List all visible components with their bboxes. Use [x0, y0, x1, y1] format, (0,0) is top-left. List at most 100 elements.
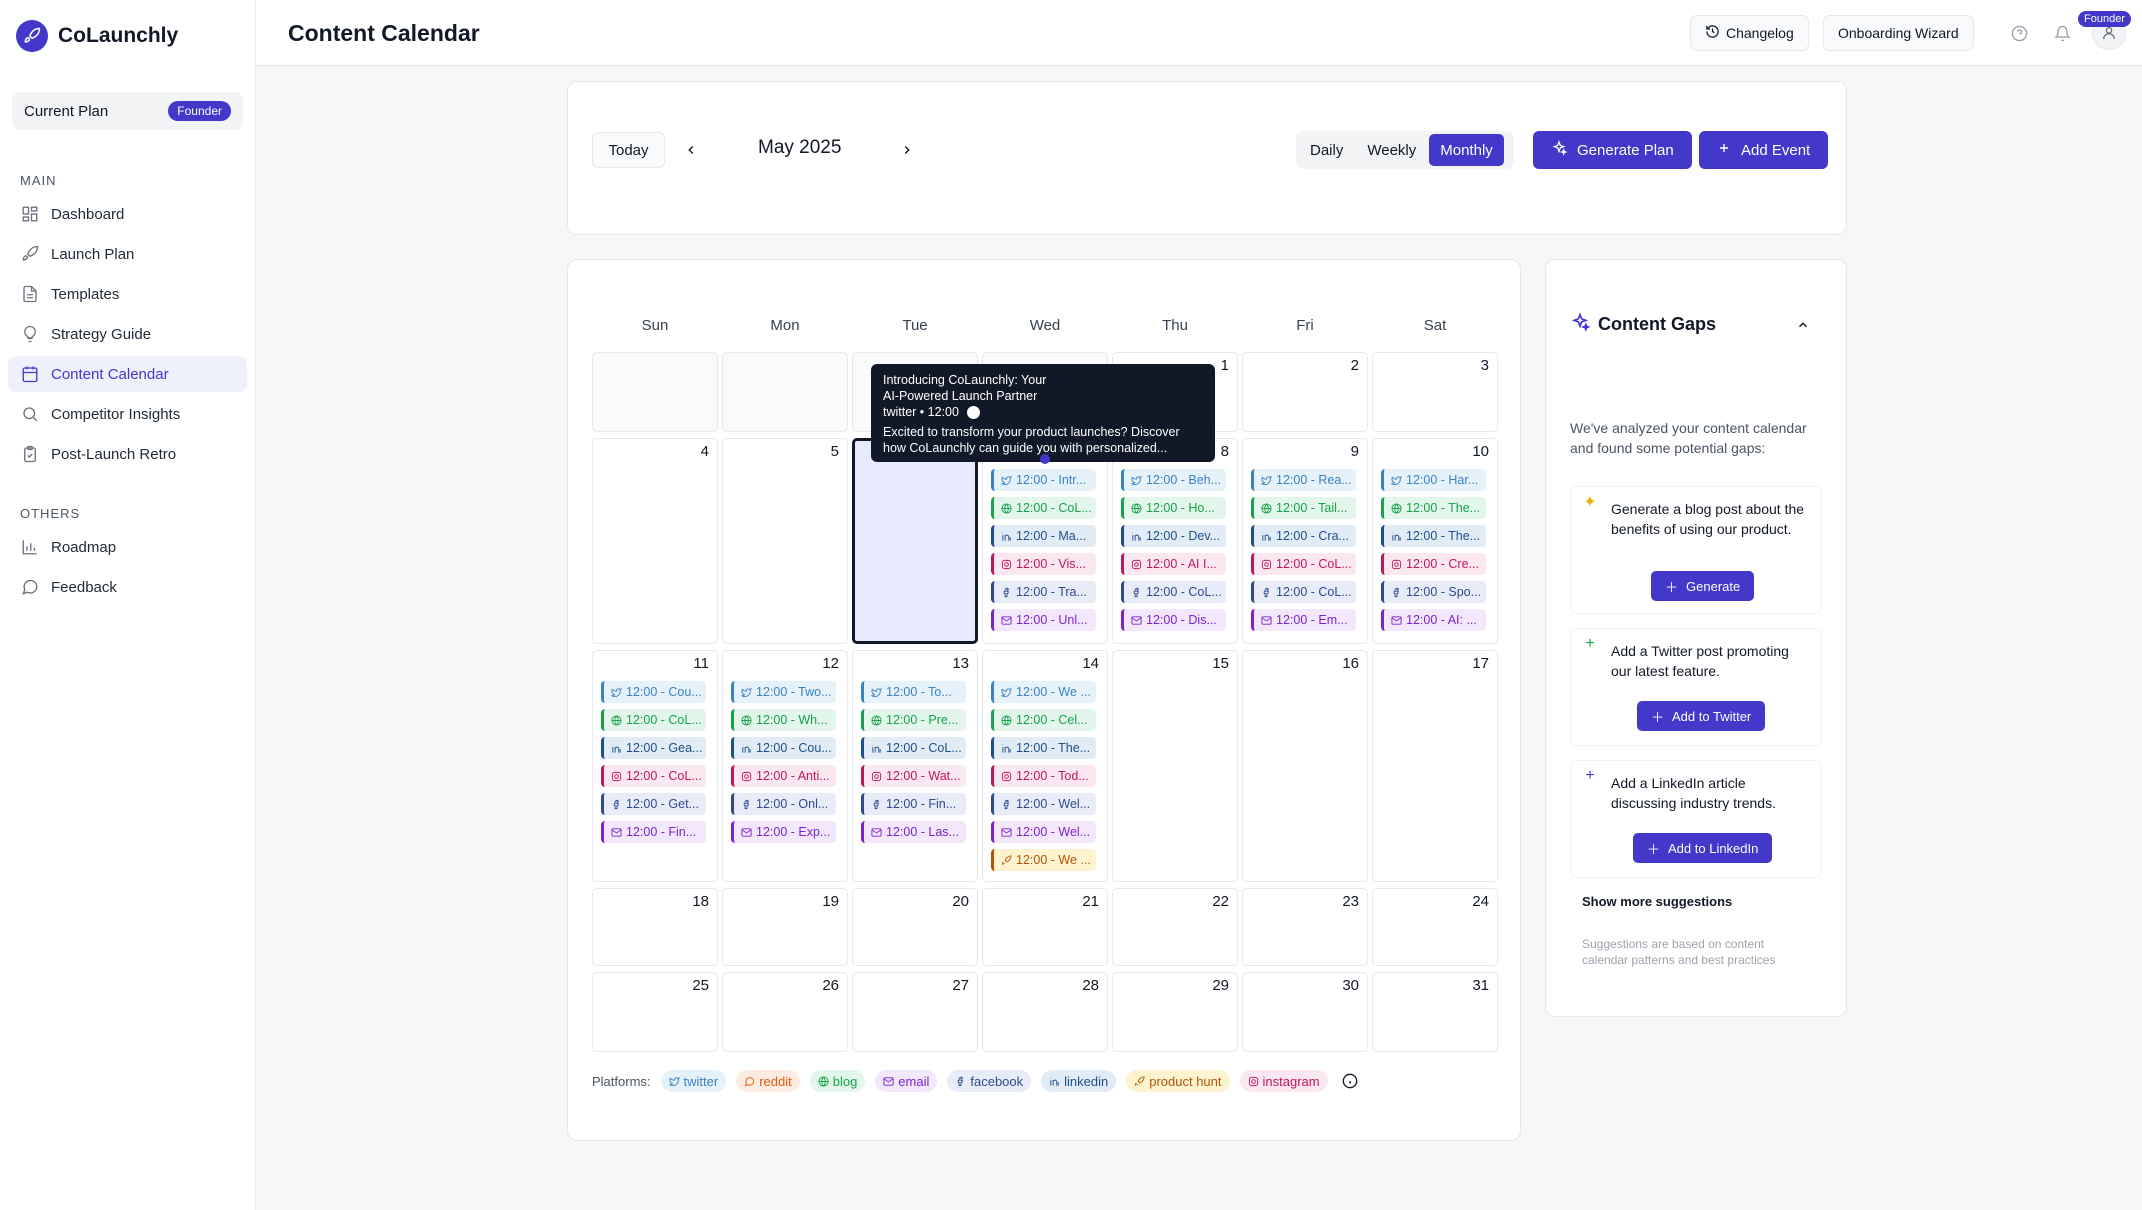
day-cell[interactable]: 11 12:00 - Cou... 12:00 - CoL... 12:00 - Ge… [592, 650, 718, 882]
current-plan[interactable]: Current Plan Founder [12, 92, 243, 130]
platform-chip-instagram[interactable]: instagram [1239, 1070, 1328, 1092]
calendar-event[interactable]: 12:00 - CoL... [601, 765, 706, 787]
day-cell[interactable]: 14 12:00 - We ... 12:00 - Cel... 12:00 - Th… [982, 650, 1108, 882]
calendar-event[interactable]: 12:00 - CoL... [1251, 581, 1356, 603]
day-cell[interactable]: 712:00 - Intr...12:00 - CoL...12:00 - Ma… [982, 438, 1108, 644]
calendar-event[interactable]: 12:00 - CoL... [1251, 553, 1356, 575]
sidebar-item-competitor-insights[interactable]: Competitor Insights [8, 396, 247, 432]
day-cell[interactable]: 20 [852, 888, 978, 966]
sidebar-item-post-launch-retro[interactable]: Post-Launch Retro [8, 436, 247, 472]
platform-chip-linkedin[interactable]: linkedin [1041, 1070, 1117, 1092]
info-icon[interactable] [1342, 1073, 1358, 1089]
calendar-event[interactable]: 12:00 - Cou... [731, 737, 836, 759]
day-cell[interactable]: 5 [722, 438, 848, 644]
day-cell[interactable] [852, 438, 978, 644]
calendar-event[interactable]: 12:00 - Beh... [1121, 469, 1226, 491]
platform-chip-blog[interactable]: blog [809, 1070, 866, 1092]
day-cell[interactable]: 18 [592, 888, 718, 966]
sidebar-item-launch-plan[interactable]: Launch Plan [8, 236, 247, 272]
day-cell[interactable]: 23 [1242, 888, 1368, 966]
calendar-event[interactable]: 12:00 - Em... [1251, 609, 1356, 631]
day-cell[interactable] [592, 352, 718, 432]
day-cell[interactable]: 19 [722, 888, 848, 966]
chevron-right-icon[interactable] [895, 138, 919, 162]
platform-chip-twitter[interactable]: twitter [660, 1070, 727, 1092]
calendar-event[interactable]: 12:00 - The... [991, 737, 1096, 759]
day-cell[interactable]: 31 [1372, 972, 1498, 1052]
calendar-event[interactable]: 12:00 - Dev... [1121, 525, 1226, 547]
day-cell[interactable]: 25 [592, 972, 718, 1052]
calendar-event[interactable]: 12:00 - CoL... [991, 497, 1096, 519]
show-more-suggestions-link[interactable]: Show more suggestions [1582, 894, 1733, 909]
sidebar-item-roadmap[interactable]: Roadmap [8, 529, 247, 565]
calendar-event[interactable]: 12:00 - AI: ... [1381, 609, 1486, 631]
sidebar-item-strategy-guide[interactable]: Strategy Guide [8, 316, 247, 352]
calendar-event[interactable]: 12:00 - Fin... [601, 821, 706, 843]
calendar-event[interactable]: 12:00 - Intr... [991, 469, 1096, 491]
day-cell[interactable]: 26 [722, 972, 848, 1052]
sidebar-item-dashboard[interactable]: Dashboard [8, 196, 247, 232]
day-cell[interactable]: 16 [1242, 650, 1368, 882]
calendar-event[interactable]: 12:00 - Wh... [731, 709, 836, 731]
view-monthly[interactable]: Monthly [1429, 134, 1504, 166]
generate-button[interactable]: ＋ Generate [1651, 571, 1755, 601]
day-cell[interactable]: 15 [1112, 650, 1238, 882]
view-daily[interactable]: Daily [1310, 141, 1344, 159]
calendar-event[interactable]: 12:00 - Vis... [991, 553, 1096, 575]
calendar-event[interactable]: 12:00 - Fin... [861, 793, 966, 815]
calendar-event[interactable]: 12:00 - Anti... [731, 765, 836, 787]
calendar-event[interactable]: 12:00 - Gea... [601, 737, 706, 759]
calendar-event[interactable]: 12:00 - CoL... [861, 737, 966, 759]
calendar-event[interactable]: 12:00 - Cel... [991, 709, 1096, 731]
calendar-event[interactable]: 12:00 - Ho... [1121, 497, 1226, 519]
day-cell[interactable]: 28 [982, 972, 1108, 1052]
calendar-event[interactable]: 12:00 - Cra... [1251, 525, 1356, 547]
day-cell[interactable]: 22 [1112, 888, 1238, 966]
day-cell[interactable]: 13 12:00 - To... 12:00 - Pre... 12:00 - CoL… [852, 650, 978, 882]
calendar-event[interactable]: 12:00 - Rea... [1251, 469, 1356, 491]
calendar-event[interactable]: 12:00 - We ... [991, 681, 1096, 703]
calendar-event[interactable]: 12:00 - Pre... [861, 709, 966, 731]
calendar-event[interactable]: 12:00 - Get... [601, 793, 706, 815]
add-to-linkedin-button[interactable]: ＋ Add to LinkedIn [1633, 833, 1773, 863]
day-cell[interactable]: 29 [1112, 972, 1238, 1052]
calendar-event[interactable]: 12:00 - Wat... [861, 765, 966, 787]
view-weekly[interactable]: Weekly [1367, 141, 1417, 159]
platform-chip-reddit[interactable]: reddit [736, 1070, 800, 1092]
day-cell[interactable]: 12 12:00 - Two... 12:00 - Wh... 12:00 - Cou… [722, 650, 848, 882]
calendar-event[interactable]: 12:00 - Two... [731, 681, 836, 703]
calendar-event[interactable]: 12:00 - Tra... [991, 581, 1096, 603]
calendar-event[interactable]: 12:00 - Wel... [991, 793, 1096, 815]
bell-icon[interactable] [2051, 22, 2073, 44]
calendar-event[interactable]: 12:00 - We ... [991, 849, 1096, 871]
changelog-button[interactable]: Changelog [1690, 15, 1809, 51]
calendar-event[interactable]: 12:00 - CoL... [601, 709, 706, 731]
generate-plan-button[interactable]: Generate Plan [1533, 131, 1692, 169]
onboarding-wizard-button[interactable]: Onboarding Wizard [1823, 15, 1974, 51]
today-button[interactable]: Today [592, 132, 665, 168]
calendar-event[interactable]: 12:00 - Dis... [1121, 609, 1226, 631]
add-to-twitter-button[interactable]: ＋ Add to Twitter [1637, 701, 1766, 731]
day-cell[interactable] [722, 352, 848, 432]
brand[interactable]: CoLaunchly [16, 20, 178, 52]
day-cell[interactable]: 21 [982, 888, 1108, 966]
help-icon[interactable] [2008, 22, 2030, 44]
calendar-event[interactable]: 12:00 - Unl... [991, 609, 1096, 631]
calendar-event[interactable]: 12:00 - Cou... [601, 681, 706, 703]
calendar-event[interactable]: 12:00 - The... [1381, 525, 1486, 547]
calendar-event[interactable]: 12:00 - Har... [1381, 469, 1486, 491]
day-cell[interactable]: 3 [1372, 352, 1498, 432]
day-cell[interactable]: 27 [852, 972, 978, 1052]
sidebar-item-templates[interactable]: Templates [8, 276, 247, 312]
day-cell[interactable]: 8 12:00 - Beh... 12:00 - Ho... 12:00 - Dev.… [1112, 438, 1238, 644]
day-cell[interactable]: 4 [592, 438, 718, 644]
day-cell[interactable]: 24 [1372, 888, 1498, 966]
calendar-event[interactable]: 12:00 - Tod... [991, 765, 1096, 787]
calendar-event[interactable]: 12:00 - Las... [861, 821, 966, 843]
day-cell[interactable]: 30 [1242, 972, 1368, 1052]
calendar-event[interactable]: 12:00 - Spo... [1381, 581, 1486, 603]
platform-chip-email[interactable]: email [875, 1070, 938, 1092]
chevron-left-icon[interactable] [679, 138, 703, 162]
platform-chip-facebook[interactable]: facebook [947, 1070, 1032, 1092]
calendar-event[interactable]: 12:00 - Onl... [731, 793, 836, 815]
